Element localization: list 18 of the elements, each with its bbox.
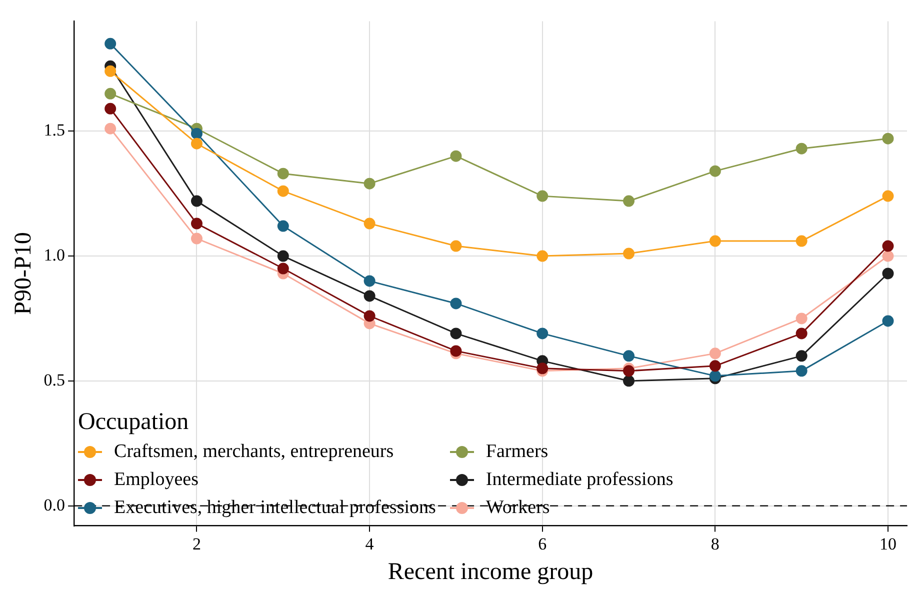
x-axis-title: Recent income group bbox=[388, 558, 594, 585]
legend-label: Workers bbox=[486, 496, 550, 520]
legend-label: Employees bbox=[114, 468, 198, 492]
legend-label: Intermediate professions bbox=[486, 468, 674, 492]
legend-label: Executives, higher intellectual professions bbox=[114, 496, 436, 520]
x-tick-label: 2 bbox=[192, 534, 201, 554]
legend-label: Farmers bbox=[486, 440, 548, 464]
y-tick-label: 1.5 bbox=[44, 120, 66, 140]
y-axis-title: P90-P10 bbox=[10, 232, 37, 315]
x-tick-label: 10 bbox=[879, 534, 896, 554]
y-tick-label: 0.5 bbox=[44, 370, 66, 390]
x-tick-label: 6 bbox=[538, 534, 547, 554]
x-tick-label: 8 bbox=[710, 534, 720, 554]
x-tick-label: 4 bbox=[365, 534, 374, 554]
y-tick-label: 1.0 bbox=[44, 245, 66, 264]
legend-title: Occupation bbox=[78, 408, 190, 436]
y-tick-label: 0.0 bbox=[44, 495, 66, 514]
legend-label: Craftsmen, merchants, entrepreneurs bbox=[114, 440, 394, 464]
